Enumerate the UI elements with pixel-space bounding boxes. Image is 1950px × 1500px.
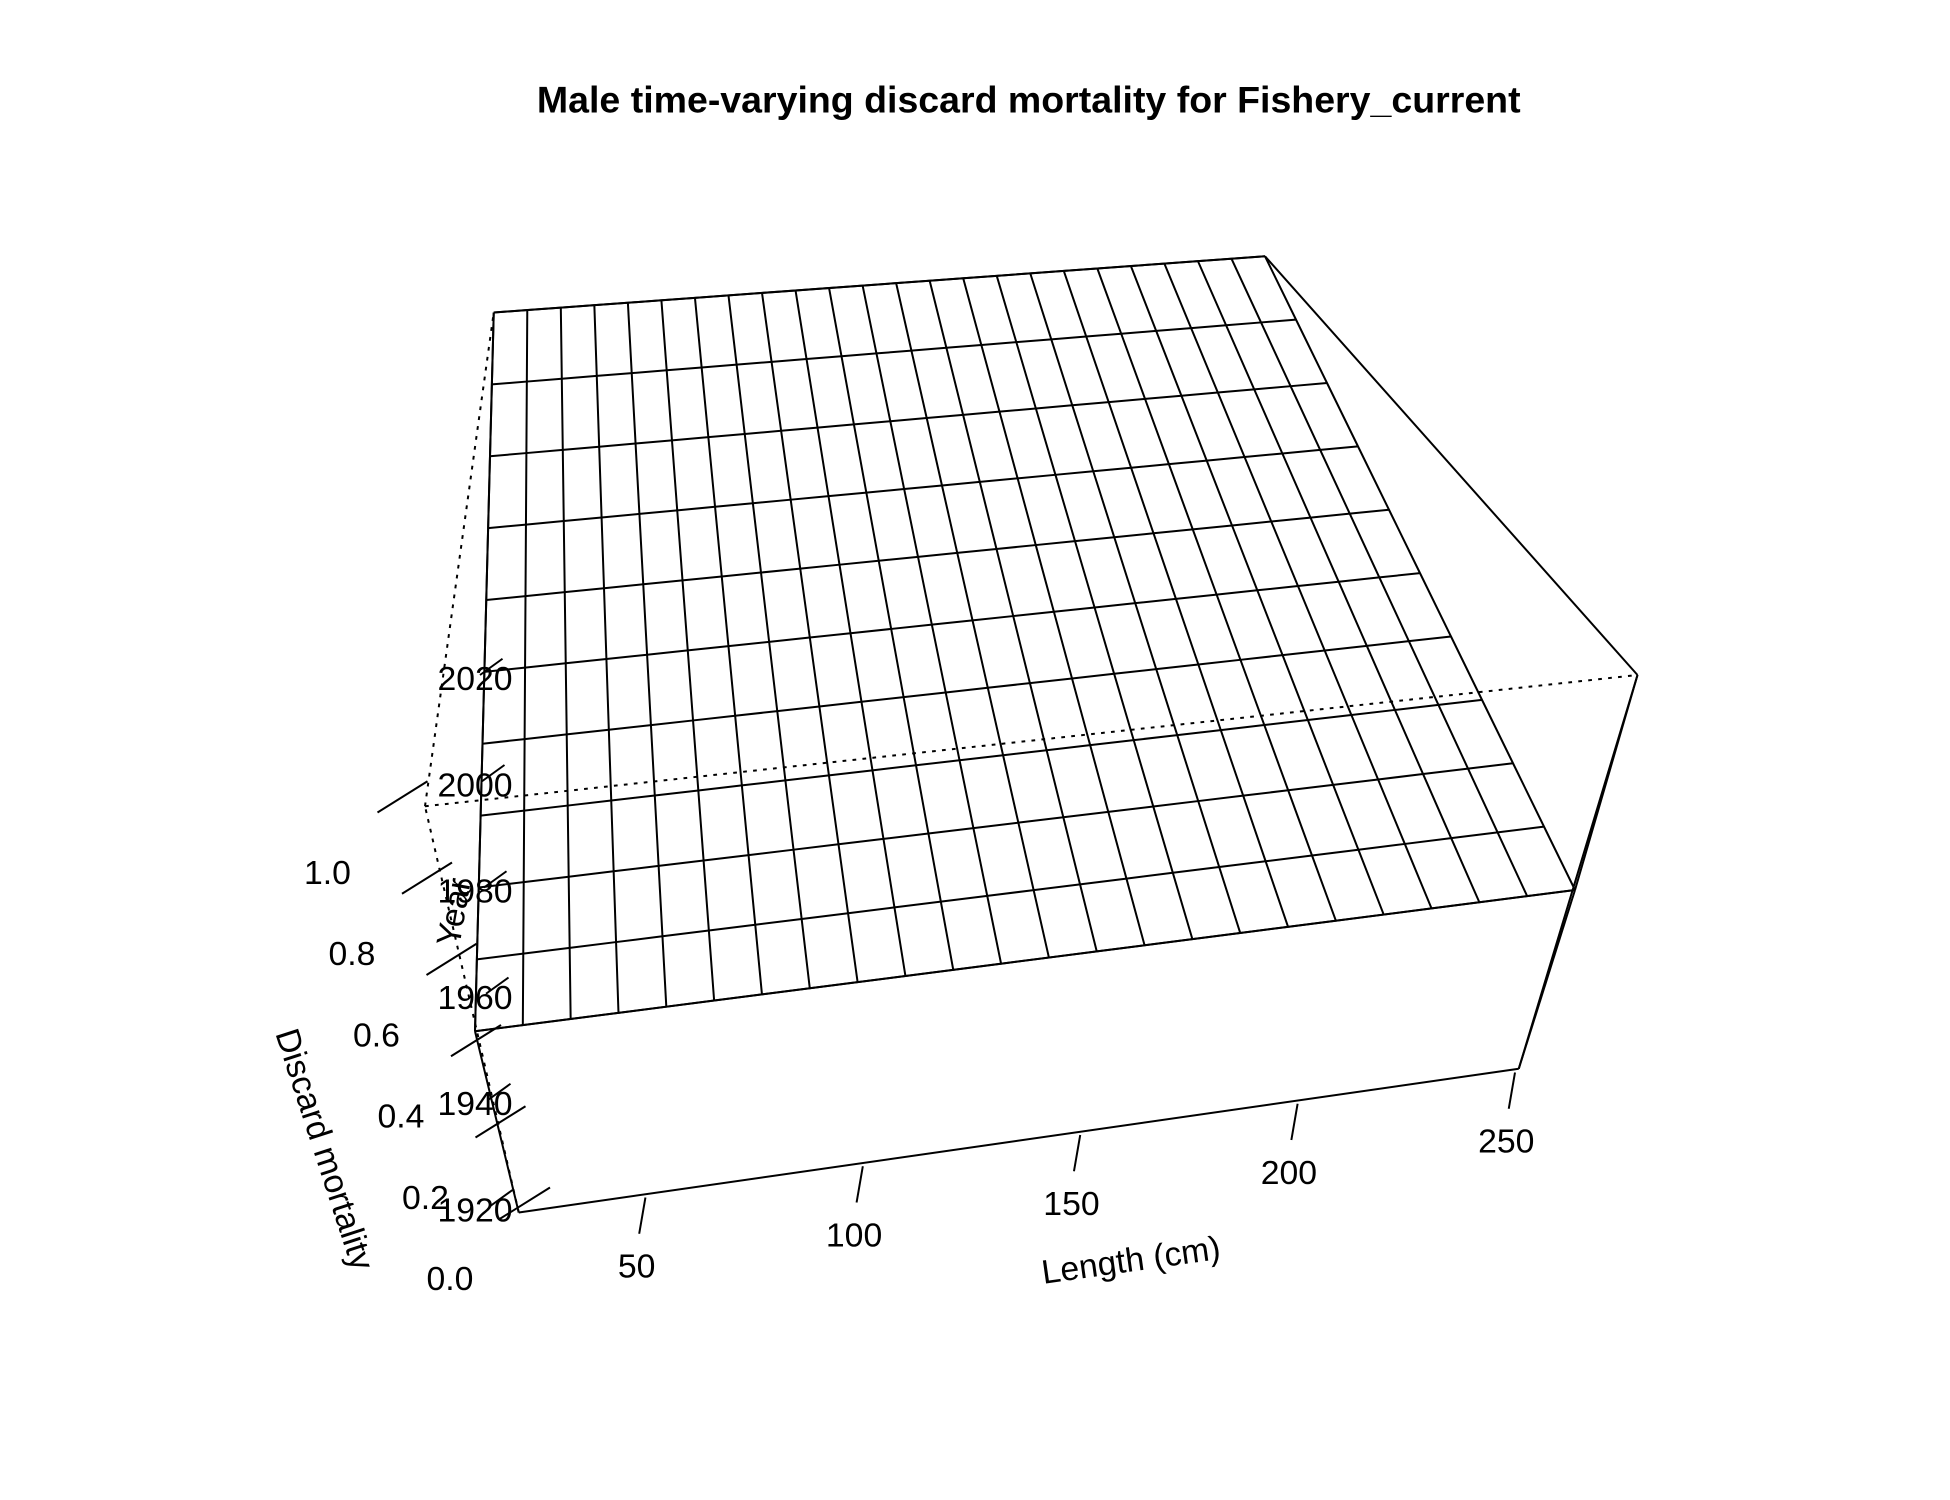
surface-mesh bbox=[727, 295, 811, 989]
surface-mesh bbox=[794, 290, 907, 977]
surface-mesh bbox=[693, 297, 763, 995]
z-tick bbox=[499, 1186, 551, 1220]
surface-mesh bbox=[593, 305, 620, 1013]
x-tick bbox=[1507, 1072, 1516, 1109]
z-tick-label: 0.4 bbox=[378, 1098, 425, 1136]
x-tick bbox=[1072, 1134, 1082, 1172]
z-tick-label: 0.2 bbox=[402, 1179, 449, 1217]
surface-mesh bbox=[962, 277, 1146, 946]
y-tick-label: 1920 bbox=[437, 1191, 512, 1229]
surface-mesh bbox=[828, 287, 955, 971]
z-tick bbox=[401, 861, 453, 895]
y-tick-label: 1960 bbox=[437, 979, 512, 1017]
y-tick-label: 1940 bbox=[437, 1085, 512, 1123]
y-tick-label: 2000 bbox=[437, 766, 512, 804]
chart-title: Male time-varying discard mortality for … bbox=[537, 78, 1521, 120]
x-tick bbox=[1290, 1103, 1299, 1141]
z-tick-label: 0.6 bbox=[353, 1016, 400, 1054]
y-tick bbox=[485, 976, 510, 995]
surface-mesh bbox=[1062, 270, 1289, 928]
surface-mesh bbox=[1230, 258, 1529, 897]
surface-line bbox=[488, 445, 1359, 530]
box-edge bbox=[424, 674, 1638, 808]
box-edge bbox=[518, 1067, 1519, 1214]
box-edge bbox=[424, 312, 495, 807]
z-tick-label: 1.0 bbox=[304, 854, 351, 892]
z-tick-label: 0.0 bbox=[427, 1260, 474, 1298]
z-tick-label: 0.8 bbox=[329, 935, 376, 973]
y-tick-label: 2020 bbox=[437, 660, 512, 698]
x-tick-label: 150 bbox=[1043, 1185, 1099, 1223]
z-tick bbox=[450, 1024, 502, 1058]
surface-mesh bbox=[761, 292, 859, 983]
surface-line bbox=[478, 762, 1514, 889]
x-tick-label: 200 bbox=[1261, 1154, 1317, 1192]
surface-line bbox=[484, 572, 1421, 673]
x-tick-label: 100 bbox=[826, 1216, 882, 1254]
surface-mesh bbox=[660, 300, 716, 1001]
surface-mesh bbox=[995, 275, 1194, 940]
z-tick bbox=[425, 942, 478, 976]
surface-line bbox=[482, 635, 1452, 745]
surface-line bbox=[493, 255, 1266, 314]
z-tick bbox=[474, 1105, 527, 1139]
y-tick bbox=[489, 1189, 514, 1208]
x-tick-label: 50 bbox=[618, 1248, 656, 1286]
surface-line bbox=[476, 825, 1545, 961]
surface-mesh bbox=[1163, 263, 1433, 909]
surface-line bbox=[489, 382, 1328, 458]
y-tick bbox=[479, 657, 504, 676]
z-tick bbox=[376, 780, 429, 814]
surface-mesh bbox=[895, 282, 1050, 958]
box-edge bbox=[1517, 674, 1639, 1070]
y-tick-label: 1980 bbox=[437, 873, 512, 911]
x-tick bbox=[638, 1197, 647, 1234]
box-edge bbox=[1264, 255, 1639, 676]
surface-mesh bbox=[626, 302, 668, 1007]
surface-mesh bbox=[1029, 273, 1242, 934]
surface-mesh bbox=[1129, 265, 1385, 915]
x-tick bbox=[855, 1166, 864, 1203]
surface-mesh bbox=[559, 307, 572, 1019]
y-tick bbox=[483, 870, 508, 889]
surface-mesh bbox=[521, 310, 529, 1026]
surface-line bbox=[474, 889, 1576, 1033]
surface-line bbox=[480, 698, 1483, 817]
surface-mesh bbox=[1096, 268, 1337, 922]
surface-line bbox=[491, 318, 1297, 386]
surface-mesh bbox=[928, 280, 1098, 952]
surface-mesh bbox=[1197, 260, 1481, 903]
surface-line bbox=[486, 508, 1390, 601]
surface-mesh bbox=[861, 285, 1003, 964]
surface-mesh bbox=[1264, 255, 1576, 891]
x-tick-label: 250 bbox=[1478, 1123, 1534, 1161]
y-tick bbox=[487, 1082, 512, 1101]
y-tick bbox=[481, 764, 506, 783]
